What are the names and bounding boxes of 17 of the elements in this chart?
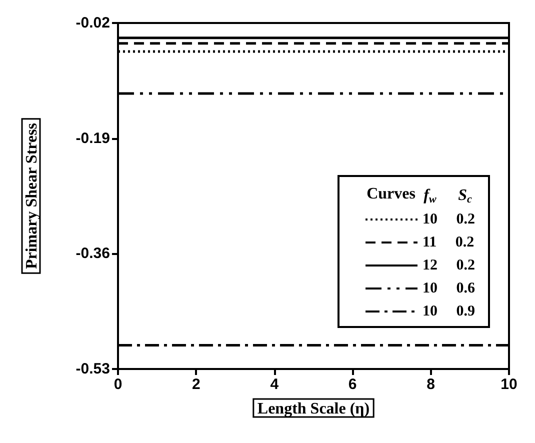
legend-label: 10 0.2 xyxy=(422,212,475,228)
x-tick-label: 2 xyxy=(192,376,200,393)
y-tick-label: -0.53 xyxy=(76,360,110,378)
y-axis-title: Primary Shear Stress xyxy=(24,122,40,270)
legend-label: 11 0.2 xyxy=(422,234,474,250)
x-tick-label: 4 xyxy=(270,376,280,393)
x-tick-label: 10 xyxy=(500,376,518,393)
legend-label: 10 0.9 xyxy=(422,304,475,320)
legend-label: 10 0.6 xyxy=(422,280,476,296)
y-tick-label: -0.19 xyxy=(76,130,110,147)
x-axis-title: Length Scale (η) xyxy=(257,400,370,418)
x-tick-label: 8 xyxy=(426,376,435,393)
legend-label: 12 0.2 xyxy=(422,258,475,274)
y-tick-label: -0.36 xyxy=(76,245,110,262)
y-tick-label: -0.02 xyxy=(76,14,110,32)
x-tick-label: 6 xyxy=(348,376,357,393)
x-tick-label: 0 xyxy=(114,376,122,393)
